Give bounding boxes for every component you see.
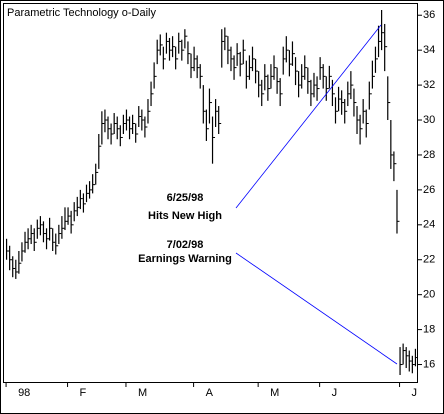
annotation-line [235, 24, 382, 209]
annotation-line [235, 252, 398, 365]
x-tick-label: J [332, 387, 338, 399]
y-tick-label: 34 [423, 44, 435, 56]
annotation: Hits New High [148, 210, 222, 222]
x-tick-label: F [80, 387, 87, 399]
y-tick-label: 26 [423, 184, 435, 196]
chart-title: Parametric Technology o-Daily [7, 7, 156, 19]
y-tick-label: 16 [423, 358, 435, 370]
y-tick-label: 24 [423, 219, 435, 231]
y-tick-label: 36 [423, 9, 435, 21]
y-tick-label: 22 [423, 254, 435, 266]
x-tick-label: J [412, 387, 418, 399]
annotation: 7/02/98 [167, 239, 204, 251]
plot-frame [3, 3, 418, 383]
annotation: Earnings Warning [138, 253, 232, 265]
x-tick-label: M [270, 387, 279, 399]
y-tick-label: 20 [423, 289, 435, 301]
annotation: 6/25/98 [167, 192, 204, 204]
y-tick-label: 18 [423, 324, 435, 336]
x-tick-label: M [138, 387, 147, 399]
y-tick-label: 28 [423, 149, 435, 161]
y-tick-label: 30 [423, 114, 435, 126]
x-tick-label: A [206, 387, 214, 399]
y-tick-label: 32 [423, 79, 435, 91]
x-tick-label: 98 [18, 387, 30, 399]
